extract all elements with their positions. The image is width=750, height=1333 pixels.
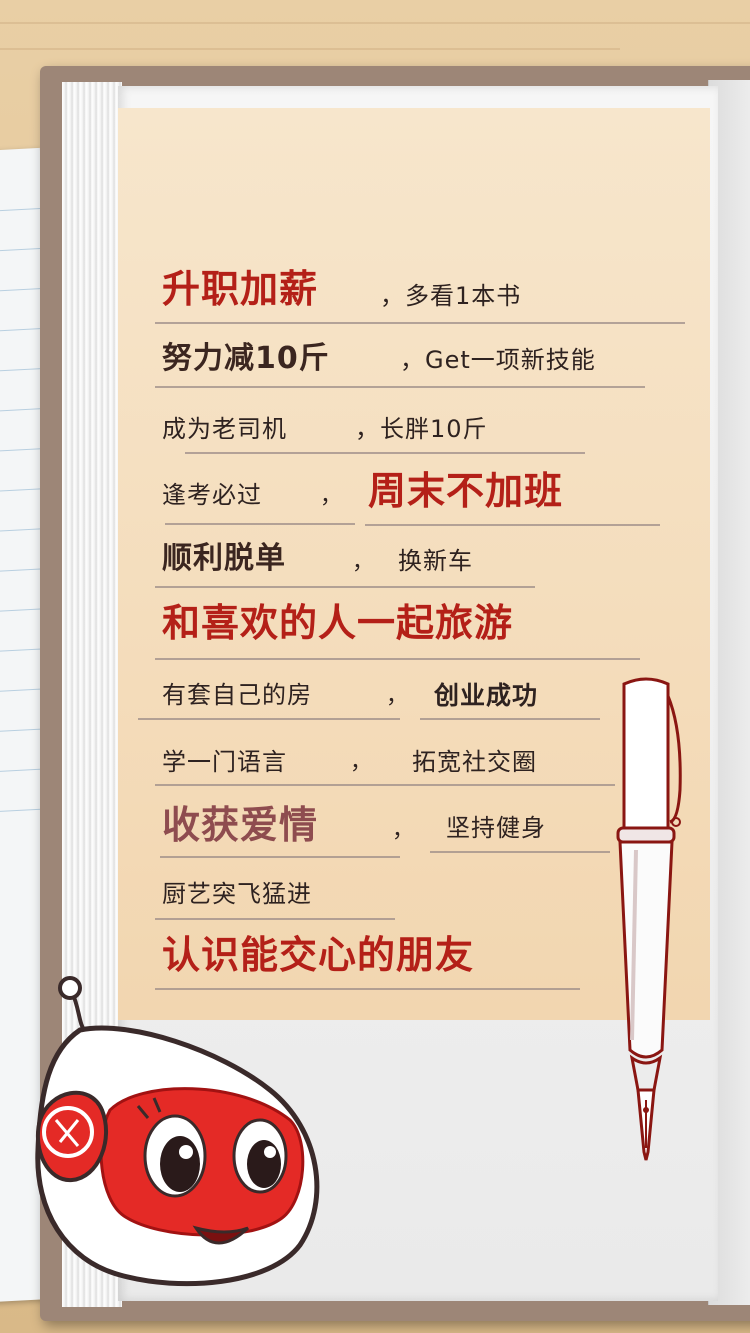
fountain-pen-icon xyxy=(616,677,682,1161)
wish-item: 逢考必过 xyxy=(162,481,262,509)
separator-comma: ， xyxy=(392,818,415,843)
wish-item: 周末不加班 xyxy=(368,469,564,513)
wish-item: 收获爱情 xyxy=(162,803,319,847)
wish-item: ，多看1本书 xyxy=(380,282,522,310)
wish-item: 学一门语言 xyxy=(162,748,287,776)
separator-comma: ， xyxy=(352,550,375,575)
wish-item: 顺利脱单 xyxy=(162,541,286,576)
wish-item: ，Get一项新技能 xyxy=(400,346,596,374)
wish-item: 和喜欢的人一起旅游 xyxy=(162,601,514,645)
mascot-character-icon xyxy=(35,976,320,1287)
wish-item: 努力减10斤 xyxy=(162,341,330,376)
separator-comma: ， xyxy=(320,484,343,509)
separator-comma: ， xyxy=(350,750,373,775)
wish-item: 坚持健身 xyxy=(446,814,546,842)
wish-item: ，长胖10斤 xyxy=(355,415,488,443)
wish-list-paper xyxy=(118,108,710,1020)
separator-comma: ， xyxy=(386,684,409,709)
wish-item: 拓宽社交圈 xyxy=(412,748,537,776)
wish-item: 成为老司机 xyxy=(162,415,287,443)
wish-item: 有套自己的房 xyxy=(162,681,312,709)
wish-item: 厨艺突飞猛进 xyxy=(162,880,312,908)
wish-item: 认识能交心的朋友 xyxy=(162,933,475,977)
wish-item: 创业成功 xyxy=(434,681,539,710)
wish-item: 换新车 xyxy=(398,547,473,575)
wish-item: 升职加薪 xyxy=(162,267,319,311)
